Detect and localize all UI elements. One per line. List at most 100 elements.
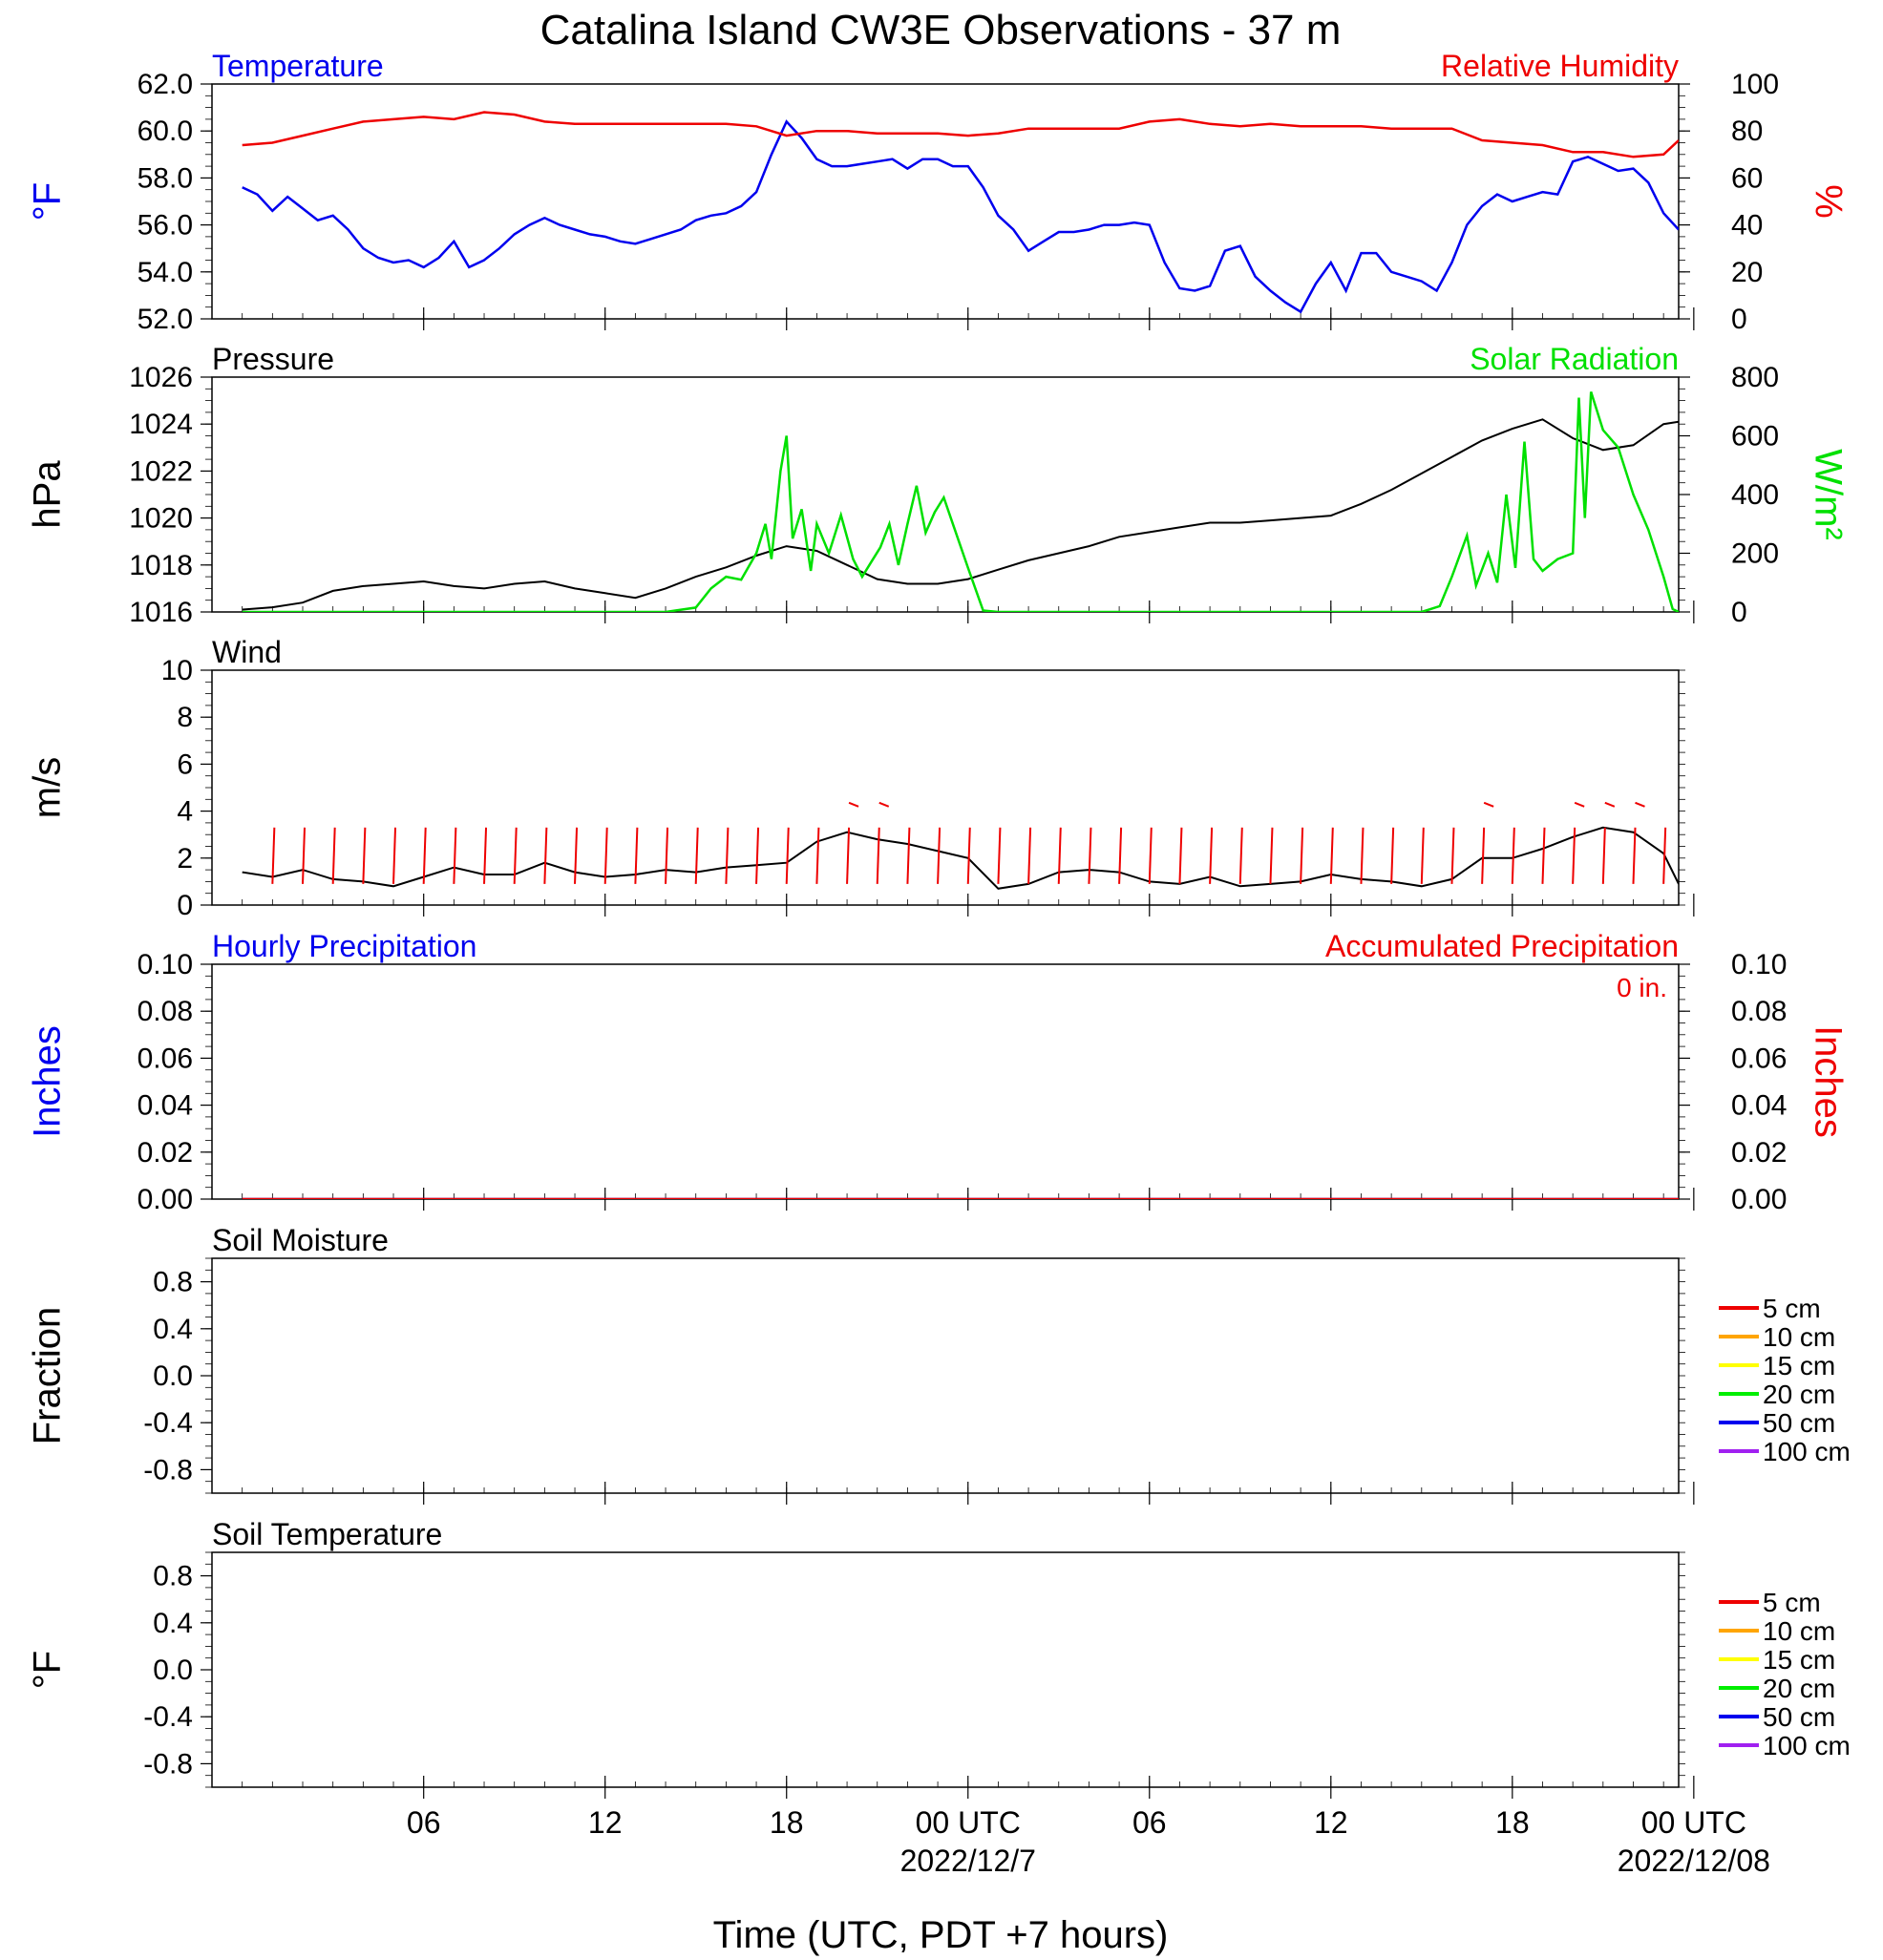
y-axis-label-left: Fraction (27, 1307, 69, 1445)
y-tick-label: 56.0 (138, 210, 193, 242)
wind-barb (1178, 827, 1183, 884)
y-tick-label: 0.10 (138, 949, 193, 980)
y-tick-label: 0.0 (153, 1360, 193, 1392)
y-tick-label: 10 (161, 655, 193, 686)
wind-barb (1027, 827, 1032, 884)
wind-barb (1450, 827, 1455, 884)
x-tick-label: 18 (770, 1805, 804, 1840)
wind-barb (937, 827, 942, 884)
wind-barb (1662, 827, 1667, 884)
wind-barb (1300, 827, 1304, 884)
y-tick-label: -0.4 (143, 1701, 193, 1733)
wind-barb (1118, 827, 1123, 884)
series-group (242, 111, 1679, 314)
wind-barb (331, 827, 336, 884)
wind-barb (694, 827, 699, 884)
y-tick-label: 0.4 (153, 1608, 193, 1639)
plot-frame (211, 1257, 1680, 1494)
y-tick-label: 8 (177, 702, 193, 733)
y-tick-label: 0.8 (153, 1561, 193, 1592)
y-tick-label: 0.00 (138, 1184, 193, 1215)
y-tick-label: 1016 (129, 597, 193, 628)
y-right-tick-label: 0 (1731, 304, 1747, 335)
wind-barb (1148, 827, 1153, 884)
x-tick-label: 06 (407, 1805, 441, 1840)
panel-soil_moisture: -0.8 -0.4 0.0 0.4 0.8 Soil Moisture Fraction 5 … (27, 1223, 1851, 1505)
wind-barb (1601, 827, 1606, 884)
wind-barb (543, 827, 548, 884)
legend-label: 5 cm (1763, 1294, 1821, 1323)
y-axis-label-right: Inches (1807, 1025, 1849, 1138)
x-tick-label: 06 (1132, 1805, 1167, 1840)
y-right-tick-label: 20 (1731, 257, 1763, 288)
wind-barb (1329, 827, 1334, 884)
y-right-tick-label: 0.06 (1731, 1043, 1787, 1074)
wind-barb (392, 827, 397, 884)
wind-barb (1360, 827, 1365, 884)
wind-barb (1057, 827, 1062, 884)
legend-label: 5 cm (1763, 1588, 1821, 1617)
wind-barb (785, 827, 790, 884)
y-tick-label: 0.02 (138, 1137, 193, 1169)
y-tick-label: 52.0 (138, 304, 193, 335)
wind-barb (271, 827, 276, 884)
wind-barb (1572, 827, 1576, 884)
wind-barb (1420, 827, 1425, 884)
y-tick-label: -0.8 (143, 1748, 193, 1780)
y-right-tick-label: 0.10 (1731, 949, 1787, 980)
wind-barb (1632, 827, 1637, 884)
y-tick-label: 4 (177, 796, 193, 828)
panel-title-left: Soil Temperature (212, 1517, 442, 1551)
x-tick-label: 18 (1495, 1805, 1530, 1840)
wind-barb (725, 827, 730, 884)
y-tick-label: 0 (177, 890, 193, 921)
panel-title-right: Accumulated Precipitation (1325, 929, 1679, 963)
panel-temp_rh: 52.0 54.0 56.0 58.0 60.0 62.0 0 20 40 60 80 100 Temp… (27, 49, 1850, 335)
x-axis-label: Time (UTC, PDT +7 hours) (713, 1914, 1169, 1956)
y-axis-label-left: °F (27, 1651, 69, 1689)
series-relative-humidity (242, 111, 1679, 158)
y-tick-label: 0.0 (153, 1654, 193, 1686)
x-axis: 06 12 18 00 UTC 2022/12/7 06 12 18 00 UTC 2022/12… (407, 1805, 1770, 1878)
legend-label: 100 cm (1763, 1437, 1851, 1466)
y-tick-label: 2 (177, 843, 193, 875)
wind-barb (603, 827, 608, 884)
legend-label: 15 cm (1763, 1645, 1835, 1675)
panel-title-left: Temperature (212, 49, 384, 83)
wind-barb (906, 827, 911, 884)
wind-barb (1269, 827, 1274, 884)
y-tick-label: 0.4 (153, 1314, 193, 1345)
y-tick-label: 1026 (129, 362, 193, 393)
y-axis-label-left: m/s (27, 757, 69, 818)
series-solar-radiation (242, 391, 1679, 612)
accumulated-total: 0 in. (1617, 973, 1667, 1002)
x-tick-label: 12 (588, 1805, 623, 1840)
panel-title-right: Solar Radiation (1470, 342, 1679, 376)
y-right-tick-label: 40 (1731, 210, 1763, 242)
panel-title-left: Hourly Precipitation (212, 929, 476, 963)
plot-frame (211, 1551, 1680, 1788)
wind-barb (665, 827, 669, 884)
wind-barb (1390, 827, 1395, 884)
wind-barb (1209, 827, 1214, 884)
legend-label: 50 cm (1763, 1702, 1835, 1732)
legend-label: 10 cm (1763, 1616, 1835, 1646)
legend-label: 50 cm (1763, 1408, 1835, 1438)
panel-title-left: Soil Moisture (212, 1223, 389, 1257)
wind-barb (634, 827, 639, 884)
plot-frame (211, 963, 1680, 1200)
series-group (242, 801, 1679, 890)
y-tick-label: 1020 (129, 503, 193, 535)
wind-barb (362, 827, 367, 884)
series-pressure (242, 418, 1679, 611)
y-axis-label-left: Inches (27, 1025, 69, 1138)
legend-label: 10 cm (1763, 1322, 1835, 1352)
wind-barb (574, 827, 579, 884)
wind-barb-flag (1574, 801, 1585, 808)
plot-frame (211, 83, 1680, 320)
wind-barb-flag (848, 801, 859, 808)
wind-barb-flag (1483, 801, 1494, 808)
y-right-tick-label: 600 (1731, 421, 1779, 453)
